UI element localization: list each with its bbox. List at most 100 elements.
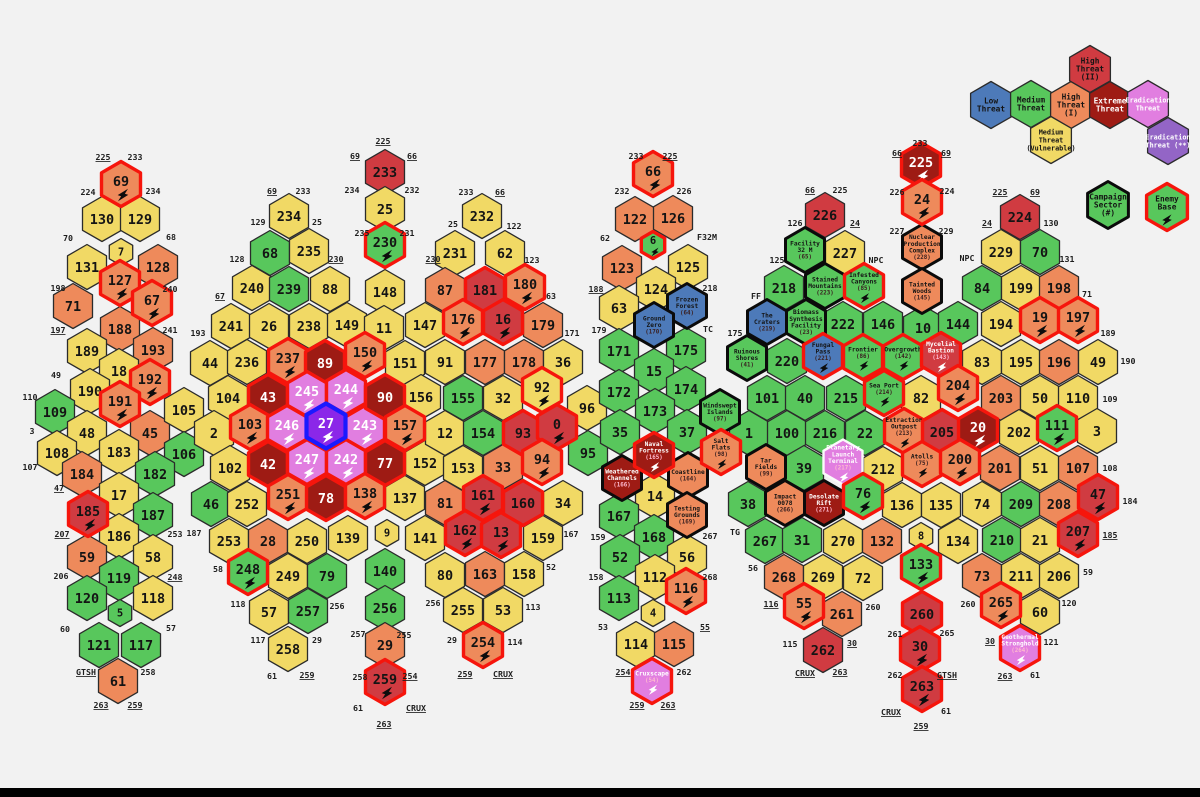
sector-248[interactable]: 248 — [226, 547, 270, 597]
sector-49[interactable]: 49 — [1077, 338, 1119, 386]
sector-atolls75[interactable]: Atolls(75) — [900, 439, 944, 489]
sector-215[interactable]: 215 — [825, 374, 867, 422]
sector-196[interactable]: 196 — [1038, 338, 1080, 386]
sector-35[interactable]: 35 — [599, 408, 641, 456]
sector-15[interactable]: 15 — [633, 347, 675, 395]
sector-262[interactable]: 262 — [802, 626, 844, 674]
sector-200[interactable]: 200 — [938, 437, 982, 487]
sector-252[interactable]: 252 — [226, 480, 268, 528]
sector-105[interactable]: 105 — [163, 386, 205, 434]
sector-6[interactable]: 6 — [639, 229, 667, 261]
sector-31[interactable]: 31 — [781, 516, 823, 564]
sector-150[interactable]: 150 — [343, 330, 387, 380]
sector-130[interactable]: 130 — [81, 195, 123, 243]
sector-249[interactable]: 249 — [267, 552, 309, 600]
sector-270[interactable]: 270 — [822, 517, 864, 565]
sector-88[interactable]: 88 — [309, 265, 351, 313]
sector-133[interactable]: 133 — [899, 542, 943, 592]
sector-160[interactable]: 160 — [501, 478, 545, 528]
sector-263[interactable]: 263 — [900, 664, 944, 714]
sector-5[interactable]: 5 — [107, 598, 133, 628]
sector-123[interactable]: 123 — [601, 244, 643, 292]
sector-152[interactable]: 152 — [404, 439, 446, 487]
sector-55[interactable]: 55 — [782, 581, 826, 631]
sector-112[interactable]: 112 — [634, 553, 676, 601]
sector-46[interactable]: 46 — [190, 480, 232, 528]
sector-207[interactable]: 207 — [1056, 509, 1100, 559]
sector-202[interactable]: 202 — [998, 408, 1040, 456]
sector-13[interactable]: 13 — [479, 510, 523, 560]
sector-199[interactable]: 199 — [1000, 264, 1042, 312]
sector-94[interactable]: 94 — [520, 437, 564, 487]
sector-206[interactable]: 206 — [1038, 552, 1080, 600]
sector-179[interactable]: 179 — [522, 301, 564, 349]
sector-224[interactable]: 224 — [999, 193, 1041, 241]
sector-231[interactable]: 231 — [434, 229, 476, 277]
sector-138[interactable]: 138 — [343, 471, 387, 521]
sector-261[interactable]: 261 — [821, 590, 863, 638]
sector-116[interactable]: 116 — [664, 566, 708, 616]
sector-95[interactable]: 95 — [567, 429, 609, 477]
sector-90[interactable]: 90 — [363, 372, 407, 422]
sector-24[interactable]: 24 — [900, 177, 944, 227]
sector-254[interactable]: 254 — [461, 620, 505, 670]
sector-135[interactable]: 135 — [920, 481, 962, 529]
sector-185[interactable]: 185 — [66, 489, 110, 539]
sector-79[interactable]: 79 — [306, 552, 348, 600]
sector-111[interactable]: 111 — [1035, 403, 1079, 453]
sector-113[interactable]: 113 — [598, 574, 640, 622]
sector-58[interactable]: 58 — [132, 533, 174, 581]
sector-126[interactable]: 126 — [652, 194, 694, 242]
sector-109[interactable]: 109 — [34, 388, 76, 436]
sector-22[interactable]: 22 — [844, 409, 886, 457]
sector-4[interactable]: 4 — [640, 598, 666, 628]
sector-151[interactable]: 151 — [384, 339, 426, 387]
sector-37[interactable]: 37 — [666, 408, 708, 456]
sector-182[interactable]: 182 — [134, 450, 176, 498]
sector-257[interactable]: 257 — [287, 587, 329, 635]
sector-69[interactable]: 69 — [99, 159, 143, 209]
sector-21[interactable]: 21 — [1019, 516, 1061, 564]
sector-134[interactable]: 134 — [937, 517, 979, 565]
sector-72[interactable]: 72 — [842, 554, 884, 602]
sector-27[interactable]: 27 — [304, 401, 348, 451]
sector-19[interactable]: 19 — [1018, 295, 1062, 345]
sector-139[interactable]: 139 — [327, 514, 369, 562]
sector-70[interactable]: 70 — [1019, 228, 1061, 276]
sector-121[interactable]: 121 — [78, 621, 120, 669]
sector-48[interactable]: 48 — [66, 409, 108, 457]
sector-256[interactable]: 256 — [364, 584, 406, 632]
sector-120[interactable]: 120 — [66, 574, 108, 622]
sector-47[interactable]: 47 — [1076, 472, 1120, 522]
sector-sea-port214[interactable]: Sea Port(214) — [862, 368, 906, 418]
sector-131[interactable]: 131 — [66, 243, 108, 291]
sector-189[interactable]: 189 — [66, 327, 108, 375]
sector-frontier86[interactable]: Frontier(86) — [841, 332, 885, 382]
sector-259[interactable]: 259 — [363, 657, 407, 707]
sector-25[interactable]: 25 — [364, 185, 406, 233]
sector-158[interactable]: 158 — [503, 550, 545, 598]
sector-239[interactable]: 239 — [268, 265, 310, 313]
sector-66[interactable]: 66 — [631, 149, 675, 199]
sector-176[interactable]: 176 — [441, 297, 485, 347]
sector-137[interactable]: 137 — [384, 474, 426, 522]
sector-236[interactable]: 236 — [226, 338, 268, 386]
sector-53[interactable]: 53 — [482, 586, 524, 634]
sector-141[interactable]: 141 — [404, 514, 446, 562]
sector-28[interactable]: 28 — [247, 517, 289, 565]
sector-57[interactable]: 57 — [248, 588, 290, 636]
sector-201[interactable]: 201 — [979, 444, 1021, 492]
sector-180[interactable]: 180 — [503, 262, 547, 312]
sector-117[interactable]: 117 — [120, 621, 162, 669]
sector-102[interactable]: 102 — [209, 444, 251, 492]
